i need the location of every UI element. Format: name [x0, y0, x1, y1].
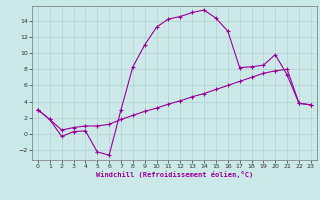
X-axis label: Windchill (Refroidissement éolien,°C): Windchill (Refroidissement éolien,°C)	[96, 171, 253, 178]
